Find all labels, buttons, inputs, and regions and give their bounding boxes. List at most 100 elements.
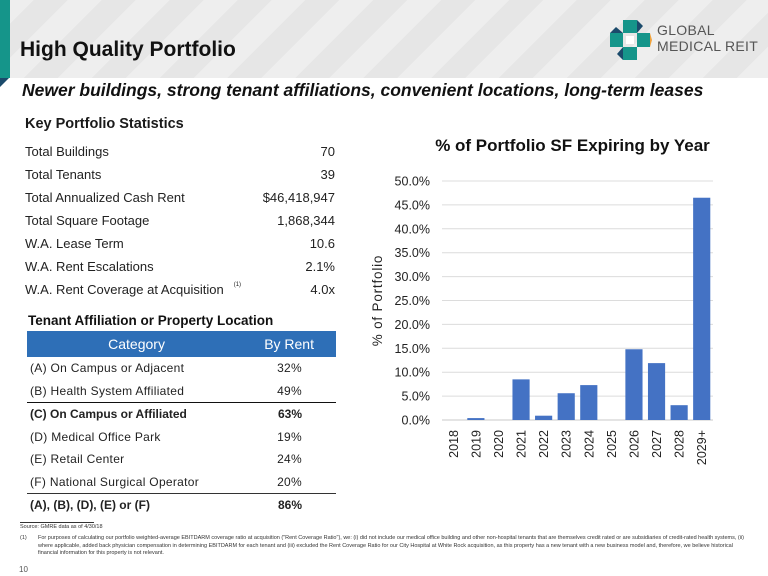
y-tick-label: 0.0% <box>402 414 431 428</box>
bar-2026 <box>625 349 643 420</box>
stat-value: 1,868,344 <box>277 213 335 228</box>
stat-label-text: Total Buildings <box>25 144 109 159</box>
footnote-number: (1) <box>20 535 27 541</box>
stat-row: Total Annualized Cash Rent $46,418,947 <box>25 186 335 209</box>
footnote-marker: (1) <box>233 282 242 288</box>
bar-2023 <box>557 393 575 420</box>
logo-text: GLOBAL MEDICAL REIT <box>657 22 758 54</box>
by-rent-cell: 19% <box>277 429 302 444</box>
stat-label: Total Square Footage <box>25 209 149 232</box>
bar-2027 <box>647 363 666 420</box>
by-rent-cell: 86% <box>277 498 302 513</box>
x-tick-label: 2029+ <box>695 430 709 465</box>
table-row: (D) Medical Office Park 19% <box>27 426 336 449</box>
column-header-by-rent: By Rent <box>246 331 336 357</box>
category-cell: (E) Retail Center <box>30 452 125 467</box>
y-tick-label: 40.0% <box>395 222 430 236</box>
key-stats-title: Key Portfolio Statistics <box>25 116 184 132</box>
x-tick-label: 2020 <box>492 430 506 458</box>
y-tick-label: 10.0% <box>395 366 430 380</box>
stat-row: Total Tenants 39 <box>25 163 335 186</box>
x-tick-label: 2026 <box>627 430 641 458</box>
key-portfolio-statistics: Key Portfolio Statistics Total Buildings… <box>25 116 335 301</box>
stat-label: Total Annualized Cash Rent <box>25 186 185 209</box>
stat-label-text: W.A. Rent Escalations <box>25 259 154 274</box>
table-row: (F) National Surgical Operator 20% <box>27 470 336 494</box>
stat-row: W.A. Rent Escalations 2.1% <box>25 255 335 278</box>
stat-value: 2.1% <box>305 259 335 274</box>
stat-value: 70 <box>320 144 335 159</box>
x-tick-label: 2028 <box>673 430 687 458</box>
y-tick-label: 15.0% <box>395 342 430 356</box>
y-tick-label: 25.0% <box>395 294 430 308</box>
x-tick-label: 2018 <box>447 430 461 458</box>
category-cell: (A) On Campus or Adjacent <box>30 361 185 376</box>
x-tick-label: 2021 <box>515 430 529 458</box>
by-rent-cell: 32% <box>277 361 302 376</box>
column-header-category: Category <box>27 331 247 357</box>
stat-value: 39 <box>320 167 335 182</box>
bar-2028 <box>670 405 688 420</box>
tenant-affiliation-title: Tenant Affiliation or Property Location <box>28 313 274 328</box>
stat-label-text: W.A. Rent Coverage at Acquisition <box>25 282 224 297</box>
stat-value: 4.0x <box>310 282 335 297</box>
category-cell: (A), (B), (D), (E) or (F) <box>30 498 150 513</box>
x-tick-label: 2023 <box>560 430 574 458</box>
category-cell: (B) Health System Affiliated <box>27 379 247 403</box>
by-rent-cell: 63% <box>277 407 302 422</box>
page-title: High Quality Portfolio <box>20 38 236 61</box>
category-cell: (D) Medical Office Park <box>30 429 161 444</box>
source-note: Source: GMRE data as of 4/30/18 <box>20 524 103 530</box>
footnote-divider <box>20 522 94 523</box>
expiration-bar-chart: % of Portfolio SF Expiring by Year 0.0% 5.… <box>370 136 713 465</box>
table-row: (B) Health System Affiliated 49% <box>27 379 336 403</box>
stat-row: W.A. Rent Coverage at Acquisition (1) 4.0x <box>25 278 335 301</box>
bar-2024 <box>580 385 598 420</box>
x-tick-label: 2025 <box>605 430 619 458</box>
accent-triangle <box>0 78 9 87</box>
y-tick-label: 45.0% <box>395 198 430 212</box>
bar-2022 <box>535 415 553 420</box>
chart-title: % of Portfolio SF Expiring by Year <box>435 136 710 155</box>
table-row: (E) Retail Center 24% <box>27 448 336 471</box>
stat-value: $46,418,947 <box>262 190 335 205</box>
y-tick-label: 35.0% <box>395 246 430 260</box>
by-rent-cell: 24% <box>277 452 302 467</box>
y-tick-label: 50.0% <box>395 175 430 189</box>
category-cell: (F) National Surgical Operator <box>27 470 247 494</box>
stat-label: W.A. Rent Coverage at Acquisition (1) <box>25 278 241 301</box>
bar-2029+ <box>693 197 711 420</box>
accent-bar <box>0 0 10 78</box>
y-axis-label: % of Portfolio <box>370 255 385 347</box>
stat-label-text: W.A. Lease Term <box>25 236 124 251</box>
x-tick-label: 2022 <box>537 430 551 458</box>
stat-value: 10.6 <box>309 236 335 251</box>
table-row: (C) On Campus or Affiliated 63% <box>27 403 336 426</box>
bar-2021 <box>512 379 530 420</box>
stat-label-text: Total Tenants <box>25 167 102 182</box>
stat-row: Total Buildings 70 <box>25 140 335 163</box>
stat-label: W.A. Rent Escalations <box>25 255 154 278</box>
table-row: (A), (B), (D), (E) or (F) 86% <box>27 494 336 517</box>
bar-2019 <box>467 418 485 420</box>
y-tick-label: 30.0% <box>395 270 430 284</box>
stat-label: Total Buildings <box>25 140 109 163</box>
by-rent-cell: 20% <box>246 470 336 494</box>
logo-line-2: MEDICAL REIT <box>657 38 759 54</box>
by-rent-cell: 49% <box>246 379 336 403</box>
footnote-text: For purposes of calculating our portfoli… <box>38 535 745 556</box>
stat-label: Total Tenants <box>25 163 101 186</box>
stat-row: W.A. Lease Term 10.6 <box>25 232 335 255</box>
y-tick-label: 20.0% <box>395 318 430 332</box>
stat-label-text: Total Annualized Cash Rent <box>25 190 185 205</box>
stat-row: Total Square Footage 1,868,344 <box>25 209 335 232</box>
page-subtitle: Newer buildings, strong tenant affiliati… <box>22 80 704 100</box>
x-tick-label: 2019 <box>469 430 483 458</box>
table-row: (A) On Campus or Adjacent 32% <box>27 357 336 380</box>
table-header-row: Category By Rent <box>27 331 336 357</box>
y-tick-label: 5.0% <box>402 390 431 404</box>
medical-cross-logo-icon <box>610 20 652 60</box>
stat-label: W.A. Lease Term <box>25 232 124 255</box>
page-number: 10 <box>19 565 28 574</box>
stat-label-text: Total Square Footage <box>25 213 150 228</box>
